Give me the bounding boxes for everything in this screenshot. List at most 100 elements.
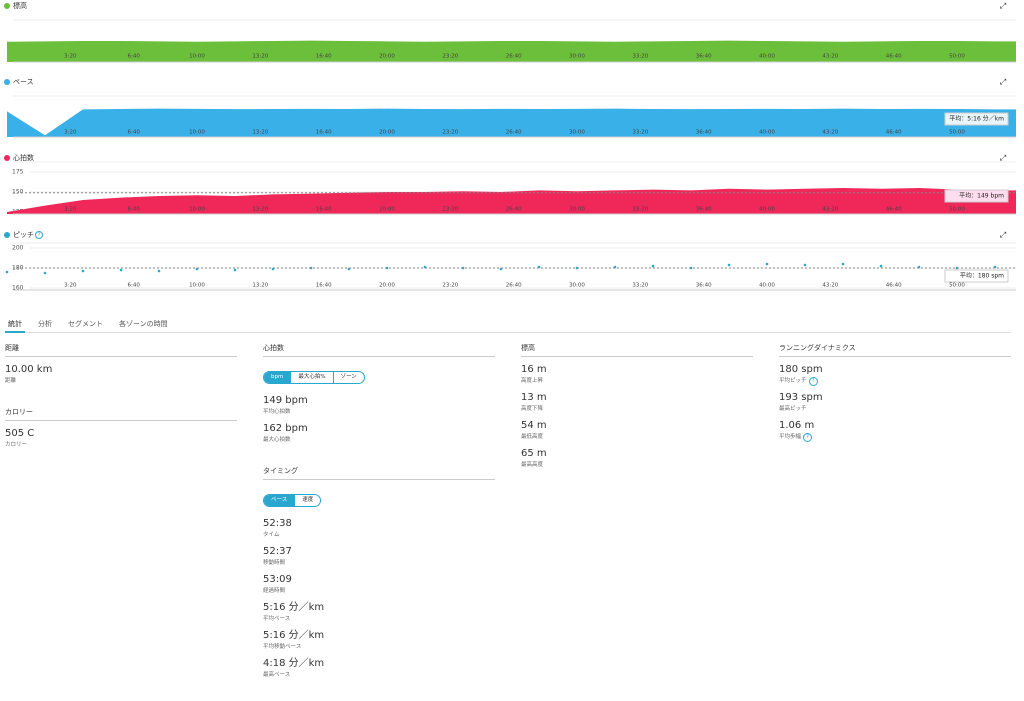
x-tick-label: 40:00 [759,54,775,60]
expand-icon: ⤢ [999,231,1006,240]
section-title: カロリー [5,407,237,421]
point [803,263,807,267]
tab[interactable]: 統計 [5,318,25,333]
stat-label: 距離 [5,376,237,384]
stat-item: 16 m 高度上昇 [521,363,753,391]
avg-label: 平均：149 bpm [959,192,1004,200]
legend-dot [4,155,10,161]
x-tick-label: 10:00 [189,207,205,213]
x-tick-label: 26:40 [506,207,522,213]
toggle-option[interactable]: ゾーン [332,372,364,383]
toggle-group[interactable]: bpm 最大心拍% ゾーン [263,371,365,384]
x-tick-label: 33:20 [632,283,648,289]
x-tick-label: 13:20 [252,130,268,136]
stat-label-text: 平均歩幅 [779,434,802,440]
stat-item: 65 m 最高高度 [521,447,753,475]
x-tick-label: 36:40 [696,54,712,60]
expand-icon: ⤢ [999,2,1006,11]
section-title: 標高 [521,343,753,357]
stat-value: 13 m [521,392,547,403]
section-title: 距離 [5,343,237,357]
stat-label-text: 経過時間 [263,588,286,594]
stat-item: 180 spm 平均ピッチ? [779,363,1011,391]
x-tick-label: 33:20 [632,54,648,60]
section-title: ランニングダイナミクス [779,343,1011,357]
stat-label: 最高ピッチ [779,404,1011,412]
stat-value: 52:38 [263,518,292,529]
x-tick-label: 43:20 [822,130,838,136]
help-icon: ? [803,433,813,442]
toggle-option[interactable]: 最大心拍% [290,372,332,383]
stat-section: 心拍数 bpm 最大心拍% ゾーン 149 bpm 平均心拍数 162 bpm 最大心拍数 [263,343,495,450]
stat-item: 5:16 分／km 平均移動ペース [263,629,495,657]
x-tick-label: 43:20 [822,283,838,289]
tab[interactable]: 分析 [38,320,52,328]
x-tick-label: 40:00 [759,283,775,289]
x-tick-label: 30:00 [569,54,585,60]
stat-section: タイミング ペース 速度 52:38 タイム 52:37 移動時間 53:09 経過時間 5:16… [263,466,495,685]
stat-label: 平均ピッチ? [779,376,1011,386]
point [765,262,769,266]
x-tick-label: 16:40 [316,283,332,289]
stat-label: 高度下降 [521,404,753,412]
expand-icon: ⤢ [999,154,1006,163]
chart-title: 心拍数 [13,153,34,162]
stat-label: 平均心拍数 [263,407,495,415]
x-tick-label: 23:20 [442,54,458,60]
x-tick-label: 6:40 [127,54,140,60]
x-tick-label: 36:40 [696,207,712,213]
x-tick-label: 6:40 [127,130,140,136]
x-tick-label: 50:00 [949,130,965,136]
expand-icon: ⤢ [999,78,1006,87]
stat-column: 心拍数 bpm 最大心拍% ゾーン 149 bpm 平均心拍数 162 bpm 最大心拍数 タイ… [263,343,495,701]
help-icon-q: ? [38,233,41,239]
x-tick-label: 46:40 [886,283,902,289]
help-icon: ? [808,377,818,386]
stat-label-text: 高度上昇 [521,378,544,384]
stat-column: ランニングダイナミクス 180 spm 平均ピッチ? 193 spm 最高ピッチ 1.06… [779,343,1011,463]
stat-label-text: 平均ピッチ [779,378,807,384]
stat-label-text: 移動時間 [263,560,286,566]
tab[interactable]: セグメント [68,320,103,328]
point [879,264,883,268]
x-tick-label: 36:40 [696,283,712,289]
x-tick-label: 10:00 [189,130,205,136]
x-tick-label: 13:20 [252,54,268,60]
tab[interactable]: 各ゾーンの時間 [119,320,168,328]
chart-title: ピッチ [13,231,34,239]
stat-value: 5:16 分／km [263,630,325,641]
x-tick-label: 26:40 [506,54,522,60]
x-tick-label: 6:40 [127,283,140,289]
stat-item: 149 bpm 平均心拍数 [263,394,495,422]
stat-label: タイム [263,530,495,538]
x-tick-label: 23:20 [442,207,458,213]
toggle-option[interactable]: bpm [264,372,291,383]
point [157,269,161,273]
x-tick-label: 46:40 [886,54,902,60]
charts: 標高 ⤢ 3:20 6:40 10:00 13:20 16:40 20:00 23:20 26:4… [4,1,1016,292]
x-tick-label: 3:20 [64,207,77,213]
x-tick-label: 43:20 [822,207,838,213]
x-tick-label: 46:40 [886,207,902,213]
stat-section: カロリー 505 C カロリー [5,407,237,455]
stat-label-text: 最低高度 [521,434,544,440]
stat-item: 1.06 m 平均歩幅? [779,419,1011,447]
stat-label-text: 最高ピッチ [779,406,807,412]
stat-label: 経過時間 [263,586,495,594]
stat-label: カロリー [5,440,237,448]
toggle-group[interactable]: ペース 速度 [263,494,322,507]
stat-value: 4:18 分／km [263,658,325,669]
y-tick-label: 175 [12,169,24,176]
x-tick-label: 30:00 [569,283,585,289]
x-tick-label: 36:40 [696,130,712,136]
toggle-option[interactable]: ペース [264,495,295,506]
stat-label-text: 最大心拍数 [263,437,291,443]
stat-item: 5:16 分／km 平均ペース [263,601,495,629]
stat-value: 65 m [521,448,547,459]
point [43,271,47,275]
x-tick-label: 13:20 [252,207,268,213]
stat-item: 193 spm 最高ピッチ [779,391,1011,419]
toggle-option[interactable]: 速度 [294,495,320,506]
point [233,268,237,272]
x-tick-label: 20:00 [379,207,395,213]
